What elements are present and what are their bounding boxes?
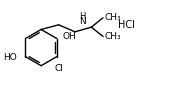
Text: OH: OH bbox=[62, 32, 76, 41]
Text: Cl: Cl bbox=[55, 64, 64, 73]
Text: HCl: HCl bbox=[118, 20, 135, 30]
Text: CH₃: CH₃ bbox=[104, 32, 121, 41]
Text: HO: HO bbox=[4, 53, 17, 62]
Text: N: N bbox=[79, 17, 85, 26]
Text: H: H bbox=[79, 12, 85, 21]
Text: CH₃: CH₃ bbox=[104, 13, 121, 22]
